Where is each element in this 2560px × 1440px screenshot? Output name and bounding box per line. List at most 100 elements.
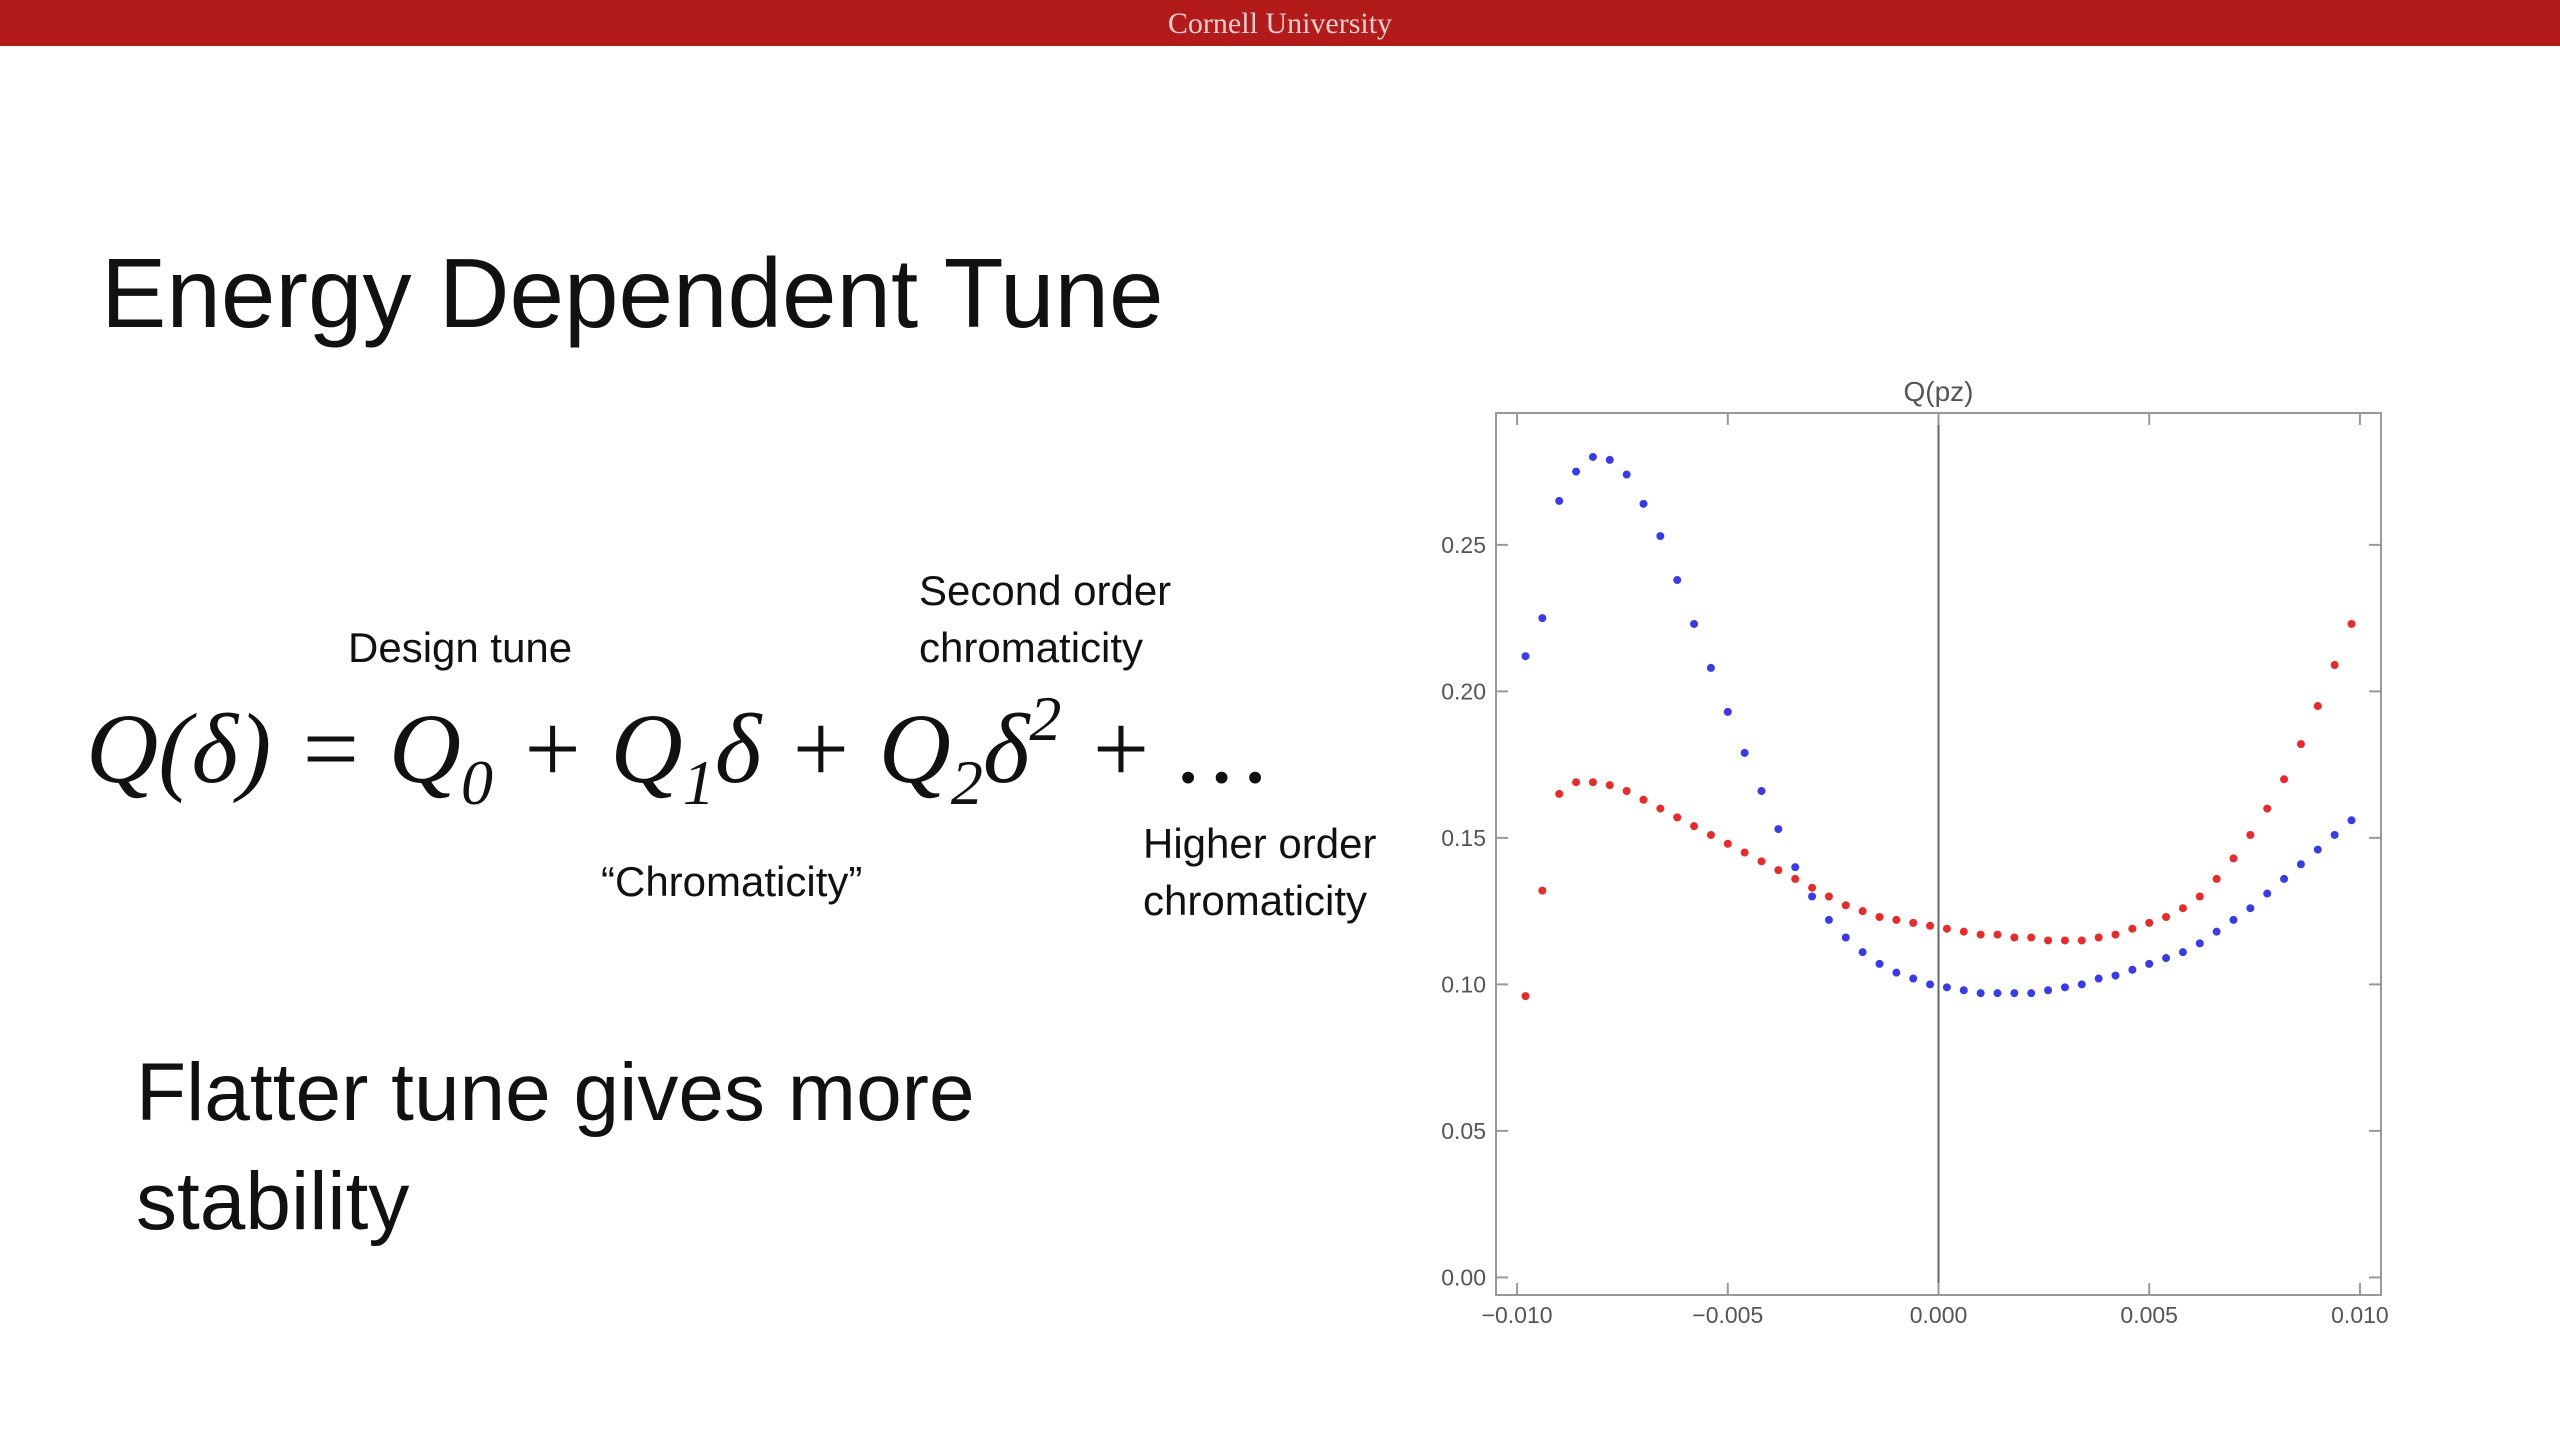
point: [1942, 983, 1951, 992]
point: [1622, 470, 1631, 479]
point: [1706, 663, 1715, 672]
point: [1926, 980, 1935, 989]
point: [2178, 948, 2187, 957]
point: [1572, 467, 1581, 476]
point: [2044, 936, 2053, 945]
point: [2246, 904, 2255, 913]
point: [2330, 661, 2339, 669]
point: [1740, 748, 1749, 757]
annotation: Higher order: [1143, 820, 1376, 867]
point: [1791, 874, 1800, 883]
point: [1858, 907, 1867, 916]
point: [1740, 848, 1749, 857]
point: [2347, 619, 2356, 628]
x-tick-label: 0.000: [1910, 1302, 1968, 1328]
point: [2178, 904, 2187, 913]
point: [1976, 930, 1985, 939]
point: [2246, 830, 2255, 839]
y-tick-label: 0.05: [1441, 1118, 1486, 1144]
point: [1639, 795, 1648, 804]
point: [1808, 892, 1817, 901]
point: [1892, 915, 1901, 924]
point: [2094, 933, 2103, 942]
equation-sup: 2: [1029, 683, 1061, 754]
point: [2263, 804, 2272, 813]
point: [1673, 576, 1682, 585]
equation-part: δ + Q: [715, 693, 951, 804]
point: [2077, 980, 2086, 989]
y-tick-label: 0.15: [1441, 825, 1486, 851]
point: [1656, 804, 1665, 813]
point: [2263, 889, 2272, 898]
point: [1875, 913, 1884, 921]
point: [2330, 830, 2339, 839]
point: [1841, 901, 1850, 910]
point: [2128, 924, 2137, 933]
point: [2280, 775, 2289, 784]
point: [2212, 874, 2221, 883]
point: [1690, 619, 1699, 628]
y-tick-label: 0.10: [1441, 971, 1486, 997]
point: [1791, 863, 1800, 872]
point: [1572, 778, 1581, 787]
point: [1538, 614, 1547, 623]
point: [1774, 866, 1783, 875]
equation-sub: 1: [683, 747, 715, 818]
point: [2010, 933, 2019, 942]
point: [1909, 918, 1918, 927]
y-tick-label: 0.25: [1441, 532, 1486, 558]
point: [1993, 930, 2002, 939]
point: [1909, 974, 1918, 983]
point: [1841, 933, 1850, 942]
point: [1588, 452, 1597, 461]
point: [1622, 787, 1631, 795]
point: [2060, 936, 2069, 945]
point: [2347, 816, 2356, 825]
x-tick-label: −0.005: [1692, 1302, 1763, 1328]
point: [1757, 857, 1766, 866]
point: [2145, 959, 2154, 968]
equation: Q(δ) = Q0 + Q1δ + Q2δ2 + …: [86, 683, 1268, 818]
point: [2027, 933, 2036, 942]
point: [1639, 499, 1648, 508]
point: [1706, 830, 1715, 839]
point: [1808, 883, 1817, 892]
point: [2313, 702, 2322, 711]
point: [1555, 496, 1564, 505]
equation-sub: 2: [951, 747, 983, 818]
equation-sub: 0: [461, 747, 493, 818]
point: [1875, 959, 1884, 968]
point: [2128, 965, 2137, 974]
point: [1892, 968, 1901, 977]
point: [1959, 986, 1968, 995]
annotation: chromaticity: [919, 624, 1143, 671]
point: [1723, 707, 1732, 716]
point: [2162, 913, 2171, 921]
point: [1656, 532, 1665, 541]
point: [2111, 971, 2120, 980]
point: [2162, 954, 2171, 963]
chart: Q(pz) −0.010 −0.005 0.000 0.005 0.010 0.00 0.05…: [1441, 376, 2388, 1328]
equation-part: Q(δ) = Q: [86, 693, 461, 804]
point: [1993, 989, 2002, 998]
point: [1673, 813, 1682, 822]
y-tick-label: 0.20: [1441, 678, 1486, 704]
x-tick-label: 0.005: [2120, 1302, 2178, 1328]
header-title: Cornell University: [1168, 7, 1392, 40]
bullet-text: Flatter tune gives more: [136, 1047, 975, 1138]
point: [2195, 892, 2204, 901]
point: [1690, 822, 1699, 831]
bullet-text: stability: [136, 1156, 409, 1247]
point: [1926, 921, 1935, 930]
point: [2229, 915, 2238, 924]
x-tick-label: 0.010: [2331, 1302, 2389, 1328]
chart-title: Q(pz): [1904, 376, 1974, 407]
point: [1605, 455, 1614, 464]
annotation: Second order: [919, 567, 1171, 614]
point: [2094, 974, 2103, 983]
equation-part: δ: [983, 693, 1031, 804]
annotation: “Chromaticity”: [601, 858, 862, 905]
equation-part: + …: [1061, 693, 1267, 804]
point: [2212, 927, 2221, 936]
